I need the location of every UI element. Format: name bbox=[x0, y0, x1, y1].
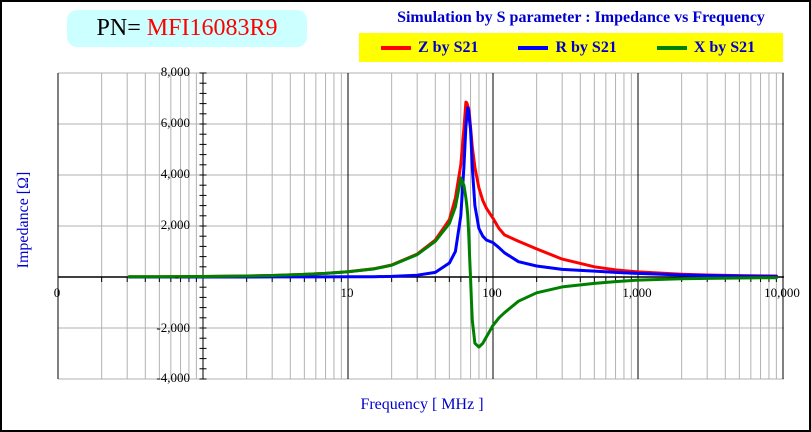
legend-line-z-icon bbox=[381, 45, 411, 50]
y-tick-4000: 4,000 bbox=[160, 166, 190, 181]
plot-area bbox=[57, 72, 784, 380]
y-tick-6000: 6,000 bbox=[160, 115, 190, 130]
y-axis-title: Impedance [Ω] bbox=[15, 171, 32, 269]
legend: Z by S21 R by S21 X by S21 bbox=[359, 33, 783, 62]
x-tick-1000: 1,000 bbox=[622, 285, 652, 300]
y-tick-0: - bbox=[174, 269, 179, 284]
legend-line-r-icon bbox=[518, 45, 549, 50]
chart-title: Simulation by S parameter : Impedance vs… bbox=[397, 9, 765, 26]
legend-entry-r: R by S21 bbox=[518, 38, 617, 57]
x-tick-100: 100 bbox=[482, 285, 502, 300]
legend-label-r: R by S21 bbox=[555, 38, 617, 56]
part-number-value: MFI16083R9 bbox=[146, 15, 278, 41]
part-number-prefix: PN= bbox=[96, 15, 147, 41]
x-tick-10: 10 bbox=[340, 285, 354, 300]
legend-label-z: Z by S21 bbox=[418, 38, 479, 56]
y-tick-8000: 8,000 bbox=[160, 64, 190, 79]
y-tick-2000: 2,000 bbox=[160, 217, 190, 232]
part-number-box: PN= MFI16083R9 bbox=[67, 10, 307, 47]
legend-label-x: X by S21 bbox=[693, 38, 756, 56]
x-tick-10000: 10,000 bbox=[764, 285, 800, 300]
y-tick-neg2000: -2,000 bbox=[156, 320, 190, 335]
legend-line-x-icon bbox=[656, 45, 687, 50]
legend-entry-x: X by S21 bbox=[656, 38, 756, 57]
x-axis-title: Frequency [ MHz ] bbox=[360, 396, 484, 413]
legend-entry-z: Z by S21 bbox=[381, 39, 478, 57]
y-tick-neg4000: -4,000 bbox=[156, 370, 190, 385]
x-tick-0: 0 bbox=[53, 285, 61, 300]
